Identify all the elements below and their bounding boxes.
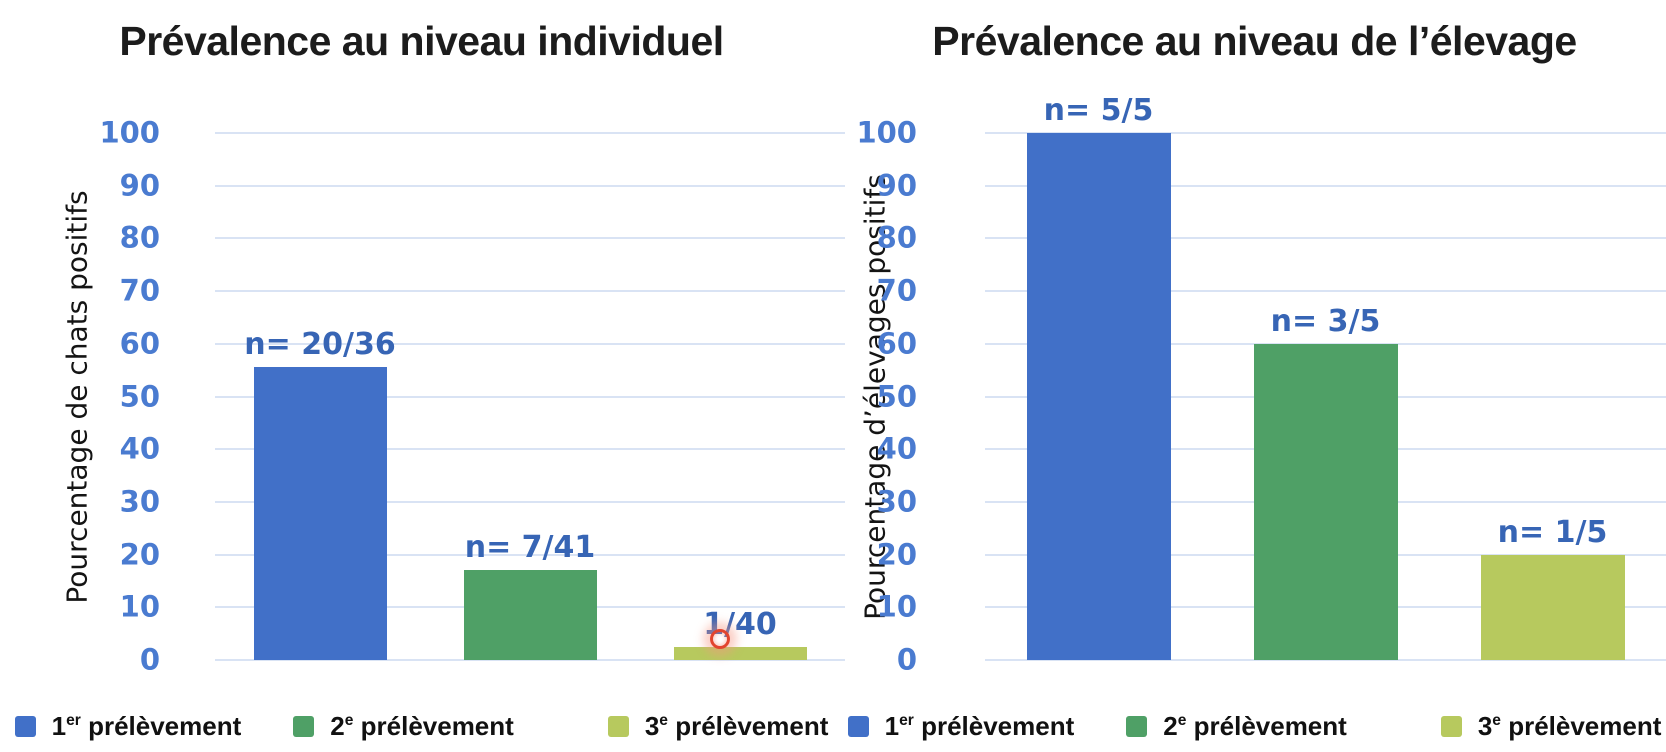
gridline [985,290,1666,293]
legend-marker-icon [14,716,36,737]
gridline [985,132,1666,134]
bar-slot: n= 3/5 [1212,133,1439,660]
bar-slot: n= 1/5 [1439,133,1666,660]
gridline [985,184,1666,187]
chart-title: Prévalence au niveau de l’élevage [932,18,1577,64]
y-tick-label: 40 [876,431,917,466]
gridline [985,659,1666,661]
legend-item-2e-prelevement: 2e prélèvement [1126,711,1347,742]
gridline [215,342,845,345]
legend-label: 2e prélèvement [1163,711,1347,741]
gridline [215,395,845,398]
bar-slot: n= 5/5 [985,96,1212,660]
bar-value-label: n= 3/5 [1270,303,1381,339]
gridline [215,659,845,661]
legend-item-3e-prelevement: 3e prélèvement [607,711,829,742]
legend-label: 2e prélèvement [330,711,514,741]
bars: n= 5/5 n= 3/5 n= 1/5 [985,96,1666,660]
legend-marker-icon [607,716,629,737]
gridline [215,553,845,556]
legend-item-3e-prelevement: 3e prélèvement [1440,711,1662,742]
y-tick-label: 60 [119,326,160,361]
legend-label: 1er prélèvement [51,711,242,741]
y-tick-label: 30 [876,484,917,519]
bar-1: n= 5/5 [1026,96,1171,660]
bar-value-label: n= 5/5 [1043,93,1154,128]
bar-slot: 1/40 [635,133,845,660]
y-tick-label: 70 [119,273,160,308]
y-tick-label: 80 [119,220,160,255]
gridline [215,500,845,503]
y-tick-label: 0 [896,642,917,677]
y-tick-label: 10 [119,589,160,624]
y-tick-label: 50 [119,379,160,413]
gridlines [215,132,845,661]
y-tick-label: 90 [119,168,160,203]
y-tick-label: 60 [876,326,917,361]
bar-3: n= 1/5 [1480,517,1625,660]
legend: 1er prélèvement 2e prélèvement 3e prélèv… [0,711,843,742]
legend-marker-icon [847,716,869,737]
legend-item-1er-prelevement: 1er prélèvement [847,711,1075,742]
bar-value-label: n= 20/36 [244,327,396,362]
y-tick-label: 50 [876,379,917,413]
y-tick-label: 90 [876,168,917,203]
legend-label: 3e prélèvement [1477,711,1662,741]
click-indicator [710,629,730,649]
legend-label: 1er prélèvement [884,711,1075,741]
gridline [215,184,845,187]
bars: n= 20/36 n= 7/41 1/40 [215,133,845,660]
bar-2: n= 7/41 [463,532,597,660]
y-tick-label: 20 [876,537,917,572]
y-tick-label: 100 [99,115,160,150]
bar-slot: n= 7/41 [425,133,635,660]
gridline [215,237,845,240]
chart-area: Pourcentage de chats positifs 0 10 20 30 40 5… [0,118,845,674]
bar-value-label: n= 1/5 [1497,514,1608,550]
bar-slot: n= 20/36 [215,133,425,660]
bar-value-label: n= 7/41 [464,529,596,565]
plot-area: n= 5/5 n= 3/5 n= 1/5 [985,96,1666,661]
legend: 1er prélèvement 2e prélèvement 3e prélèv… [843,711,1666,742]
y-axis-ticks: 0 10 20 30 40 50 60 70 80 90 100 [88,118,160,674]
y-tick-label: 80 [876,220,917,255]
chart-individual-level: Prévalence au niveau individuel Pourcent… [0,18,845,742]
y-tick-label: 20 [119,537,160,572]
y-tick-label: 10 [876,589,917,624]
bar-1: n= 20/36 [244,330,396,660]
legend-item-1er-prelevement: 1er prélèvement [14,711,242,742]
chart-area: Pourcentage d’élevages positifs 0 10 20 30 4… [843,96,1666,674]
gridline [985,237,1666,240]
bar-3: 1/40 [673,609,807,660]
plot-area: n= 20/36 n= 7/41 1/40 [215,132,845,661]
gridline [215,290,845,293]
chart-herd-level: Prévalence au niveau de l’élevage Pource… [843,0,1666,752]
bar-2: n= 3/5 [1253,306,1398,660]
y-tick-label: 40 [119,431,160,466]
y-tick-label: 100 [856,115,917,150]
legend-item-2e-prelevement: 2e prélèvement [293,711,514,742]
y-axis-ticks: 0 10 20 30 40 50 60 70 80 90 100 [845,118,917,674]
chart-title: Prévalence au niveau individuel [119,18,724,64]
legend-marker-icon [1126,716,1148,737]
gridline [215,448,845,451]
legend-marker-icon [1440,716,1462,737]
gridline [215,132,845,134]
y-tick-label: 70 [876,273,917,308]
y-tick-label: 30 [119,484,160,519]
y-tick-label: 0 [139,642,160,677]
legend-label: 3e prélèvement [644,711,829,741]
legend-marker-icon [293,716,315,737]
